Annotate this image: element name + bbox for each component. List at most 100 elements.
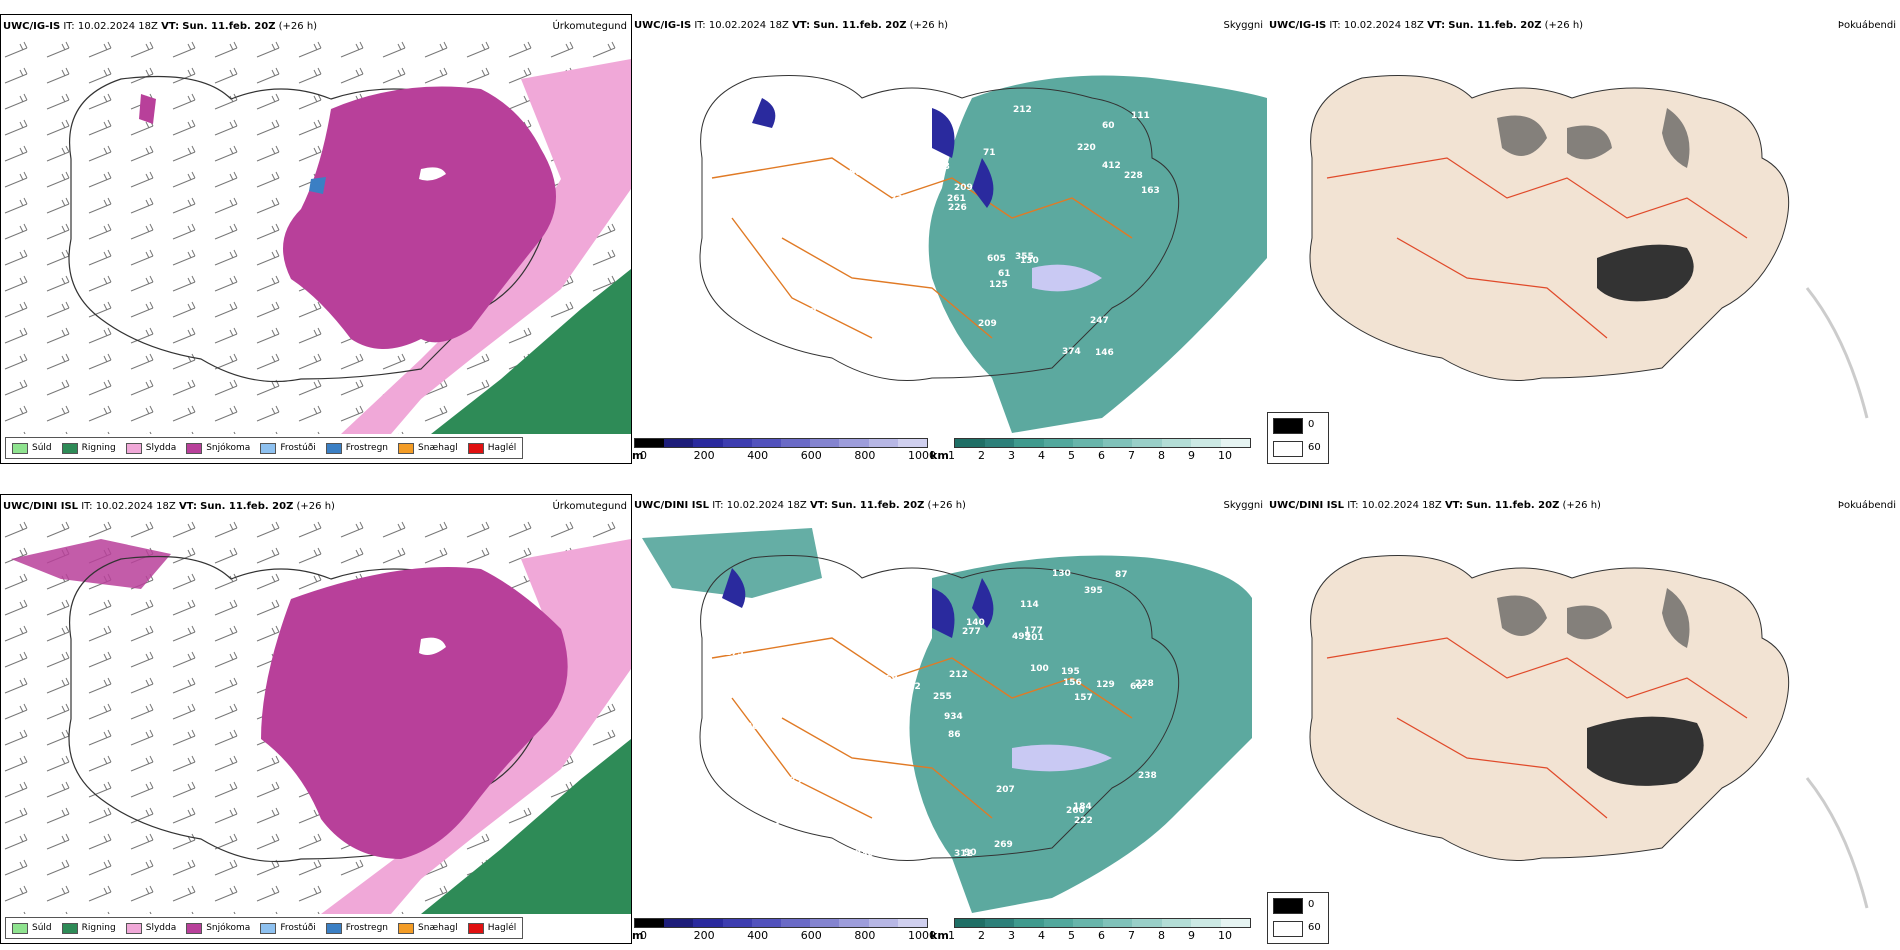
visibility-value-label: 330 xyxy=(855,849,874,859)
scale-tick-label: 2 xyxy=(978,449,985,462)
panel-title: Þokuábendi xyxy=(1837,500,1896,511)
visibility-value-label: 90 xyxy=(849,168,862,178)
visibility-value-label: 140 xyxy=(966,618,985,628)
legend-label: Frostregn xyxy=(345,923,389,933)
legend-item: Frostúði xyxy=(260,922,316,934)
visibility-value-labels: 2631146682869459249920527725576822393129… xyxy=(725,565,1157,859)
visibility-value-label: 209 xyxy=(978,319,997,329)
visibility-value-label: 89 xyxy=(773,352,786,362)
visibility-value-label: 181 xyxy=(751,779,770,789)
visibility-value-label: 156 xyxy=(1063,678,1082,688)
visibility-value-label: 255 xyxy=(933,692,952,702)
legend-item: Snæhagl xyxy=(398,442,458,454)
scale-tick-label: 600 xyxy=(800,449,822,462)
legend-swatch xyxy=(398,922,415,934)
legend-item: Snjókoma xyxy=(186,442,250,454)
visibility-value-label: 163 xyxy=(1141,186,1160,196)
legend-item: Súld xyxy=(12,442,52,454)
visibility-value-label: 130 xyxy=(1020,256,1039,266)
panel-title: Þokuábendi xyxy=(1837,20,1896,31)
visibility-value-label: 222 xyxy=(1074,816,1093,826)
legend-item: Slydda xyxy=(125,922,176,934)
visibility-value-label: 129 xyxy=(1096,680,1115,690)
fog-map xyxy=(1309,555,1869,909)
legend-swatch xyxy=(12,442,28,454)
visibility-map: 2631146682869459249920527725576822393129… xyxy=(642,528,1252,913)
visibility-panel-row2: UWC/DINI ISL IT: 10.02.2024 18Z VT: Sun.… xyxy=(632,494,1267,944)
visibility-value-label: 221 xyxy=(772,367,791,377)
visibility-value-label: 374 xyxy=(1062,347,1081,357)
visibility-value-label: 251 xyxy=(899,135,918,145)
panel-title: Skyggni xyxy=(1223,20,1263,31)
legend-swatch xyxy=(61,922,78,934)
panel-header: UWC/DINI ISL IT: 10.02.2024 18Z VT: Sun.… xyxy=(1269,500,1601,511)
scale-tick-label: 1 xyxy=(948,449,955,462)
legend-swatch xyxy=(186,922,203,934)
legend-label: Súld xyxy=(32,923,52,933)
scale-tick-label: 400 xyxy=(747,929,769,942)
panel-header: UWC/DINI ISL IT: 10.02.2024 18Z VT: Sun.… xyxy=(3,501,335,512)
legend-item: Frostúði xyxy=(260,442,316,454)
visibility-value-label: 76 xyxy=(759,835,772,845)
visibility-value-label: 207 xyxy=(996,785,1015,795)
legend-label: Frostúði xyxy=(280,443,316,453)
visibility-value-label: 82 xyxy=(848,577,861,587)
panel-header: UWC/IG-IS IT: 10.02.2024 18Z VT: Sun. 11… xyxy=(1269,20,1584,31)
visibility-value-label: 220 xyxy=(890,93,909,103)
visibility-scale-bar: km 1 2 3 4 5 6 7 8 9 10 xyxy=(930,916,1267,944)
visibility-value-label: 270 xyxy=(735,363,754,373)
scale-tick-label: 4 xyxy=(1038,449,1045,462)
visibility-value-label: 195 xyxy=(1061,667,1080,677)
visibility-value-label: 934 xyxy=(944,712,963,722)
legend-label: Frostregn xyxy=(345,443,389,453)
legend-item: Slydda xyxy=(125,442,176,454)
visibility-value-label: 204 xyxy=(815,289,834,299)
scale-tick-label: 8 xyxy=(1158,449,1165,462)
visibility-value-label: 212 xyxy=(949,670,968,680)
legend-swatch xyxy=(325,922,342,934)
legend-item: Rigning xyxy=(61,442,116,454)
visibility-value-label: 174 xyxy=(893,319,912,329)
visibility-value-label: 228 xyxy=(1124,171,1143,181)
scale-tick-label: 400 xyxy=(747,449,769,462)
scale-tick-label: 7 xyxy=(1128,449,1135,462)
visibility-value-label: 148 xyxy=(931,162,950,172)
visibility-value-label: 226 xyxy=(948,203,967,213)
scale-tick-label: 0 xyxy=(640,929,647,942)
visibility-value-label: 82 xyxy=(897,717,910,727)
legend-swatch xyxy=(186,442,203,454)
visibility-value-label: 142 xyxy=(902,682,921,692)
legend-label: Snæhagl xyxy=(418,443,458,453)
legend-item: Haglél xyxy=(467,922,516,934)
visibility-value-label: 169 xyxy=(879,674,898,684)
scale-tick-label: 1000 xyxy=(908,449,936,462)
visibility-value-label: 202 xyxy=(837,170,856,180)
visibility-value-label: 212 xyxy=(1013,105,1032,115)
visibility-value-label: 178 xyxy=(729,773,748,783)
legend-item: Haglél xyxy=(467,442,516,454)
scale-tick-label: 10 xyxy=(1218,449,1232,462)
visibility-value-label: 220 xyxy=(1077,143,1096,153)
visibility-value-label: 90 xyxy=(964,848,977,858)
visibility-value-label: 86 xyxy=(948,730,961,740)
visibility-value-label: 192 xyxy=(734,335,753,345)
panel-header: UWC/DINI ISL IT: 10.02.2024 18Z VT: Sun.… xyxy=(634,500,966,511)
visibility-value-label: 332 xyxy=(758,131,777,141)
scale-tick-label: 800 xyxy=(854,449,876,462)
visibility-value-label: 228 xyxy=(1135,679,1154,689)
legend-item: Frostregn xyxy=(325,922,389,934)
visibility-value-label: 528 xyxy=(934,363,953,373)
visibility-value-label: 312 xyxy=(954,849,973,859)
scale-tick-label: 600 xyxy=(800,929,822,942)
precip-type-legend: Súld Rigning Slydda Snjókoma Frostúði Frostre… xyxy=(5,437,524,459)
scale-tick-label: 9 xyxy=(1188,929,1195,942)
visibility-value-label: 171 xyxy=(754,297,773,307)
scale-tick-label: 6 xyxy=(1098,929,1105,942)
visibility-value-label: 184 xyxy=(1073,802,1092,812)
visibility-value-label: 201 xyxy=(1025,633,1044,643)
visibility-value-label: 239 xyxy=(849,717,868,727)
visibility-value-label: 262 xyxy=(892,608,911,618)
visibility-value-label: 395 xyxy=(1084,586,1103,596)
height-scale-bar: m 0 200 400 600 800 1000 xyxy=(632,436,936,464)
panel-header: UWC/IG-IS IT: 10.02.2024 18Z VT: Sun. 11… xyxy=(634,20,949,31)
